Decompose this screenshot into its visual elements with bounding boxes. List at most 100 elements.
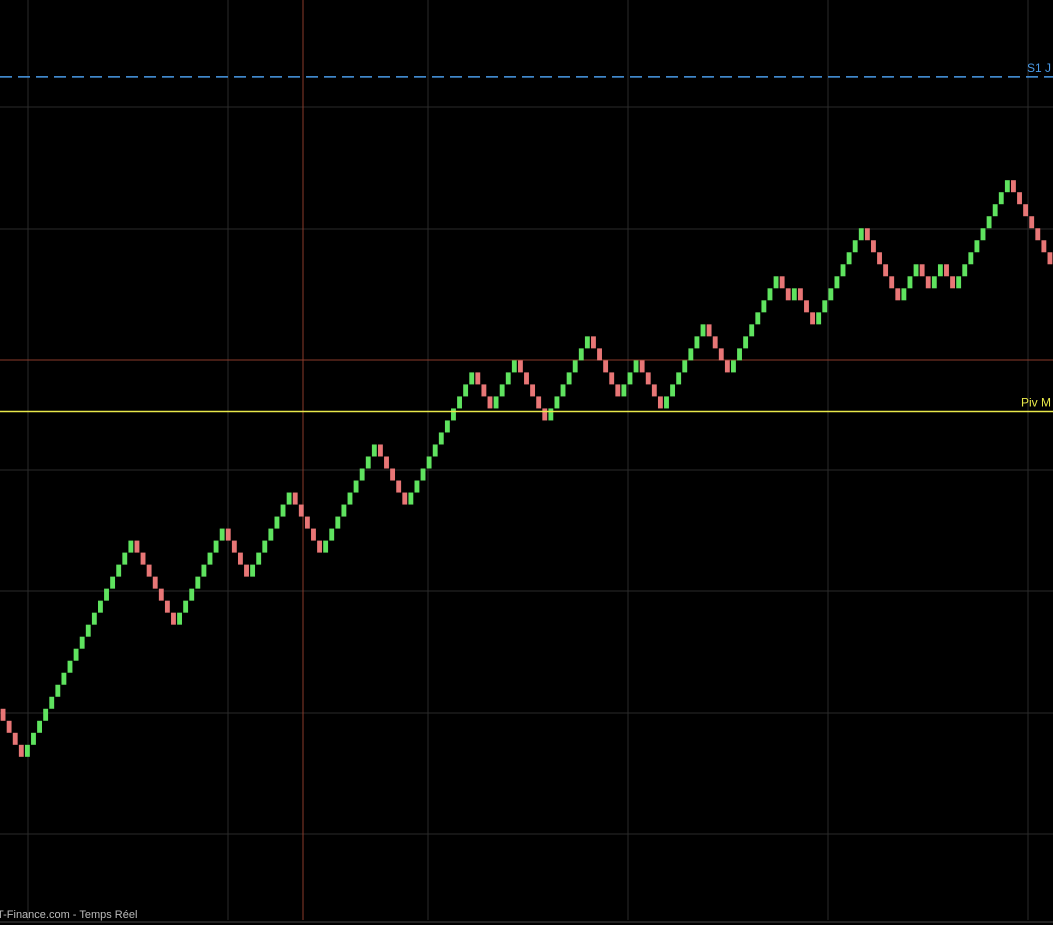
brick (846, 252, 852, 265)
brick (91, 612, 97, 625)
brick (962, 264, 968, 277)
brick (931, 276, 937, 289)
brick (323, 540, 329, 553)
brick (633, 360, 639, 373)
brick (548, 408, 554, 421)
brick (889, 276, 895, 289)
levels: S1 J Piv M (0, 61, 1053, 413)
brick (852, 240, 858, 253)
brick (901, 288, 907, 301)
brick (171, 612, 176, 625)
brick (414, 480, 420, 493)
brick (134, 540, 140, 553)
brick (840, 264, 846, 277)
brick (31, 732, 36, 745)
brick (426, 456, 432, 469)
brick (524, 372, 529, 385)
brick (1029, 216, 1035, 229)
brick (73, 648, 79, 661)
brick (864, 228, 870, 241)
brick (262, 540, 268, 553)
brick (244, 564, 249, 577)
brick (219, 528, 225, 541)
brick (907, 276, 913, 289)
brick (1011, 180, 1016, 193)
brick (986, 216, 992, 229)
brick (1041, 240, 1047, 253)
brick (6, 720, 12, 733)
brick (152, 576, 158, 589)
brick (688, 348, 694, 361)
brick (85, 624, 91, 637)
brick (712, 336, 718, 349)
brick (353, 480, 359, 493)
brick (950, 276, 956, 289)
brick (55, 684, 61, 697)
brick (816, 312, 822, 325)
brick (189, 588, 195, 601)
brick (298, 504, 304, 517)
brick (451, 408, 456, 421)
brick (341, 504, 347, 517)
brick (79, 636, 85, 649)
brick (773, 276, 779, 289)
brick (104, 588, 109, 601)
brick (749, 324, 755, 337)
brick (505, 372, 511, 385)
brick (1047, 252, 1053, 265)
brick (12, 732, 18, 745)
brick (682, 360, 688, 373)
brick (895, 288, 901, 301)
brick (974, 240, 980, 253)
brick (61, 672, 67, 685)
brick (584, 336, 590, 349)
brick (268, 528, 274, 541)
brick (408, 492, 414, 505)
brick (292, 492, 298, 505)
brick (432, 444, 438, 457)
brick (475, 372, 481, 385)
brick (706, 324, 712, 337)
brick (694, 336, 700, 349)
brick (377, 444, 383, 457)
brick (566, 372, 572, 385)
brick (402, 492, 408, 505)
brick (779, 276, 785, 289)
brick (420, 468, 426, 481)
level-label: S1 J (1027, 61, 1051, 75)
brick (554, 396, 560, 409)
brick (0, 708, 6, 721)
brick (560, 384, 566, 397)
brick (396, 480, 402, 493)
brick (347, 492, 353, 505)
brick (767, 288, 773, 301)
brick (913, 264, 919, 277)
brick (603, 360, 609, 373)
brick (578, 348, 584, 361)
brick (664, 396, 669, 409)
brick (651, 384, 657, 397)
brick (536, 396, 542, 409)
brick (359, 468, 365, 481)
brick (237, 552, 243, 565)
brick (737, 348, 742, 361)
brick (311, 528, 316, 541)
brick (499, 384, 505, 397)
brick (183, 600, 189, 613)
brick (43, 708, 49, 721)
brick (621, 384, 627, 397)
brick (992, 204, 998, 217)
brick (122, 552, 128, 565)
brick (469, 372, 475, 385)
brick (627, 372, 633, 385)
brick (743, 336, 749, 349)
brick (530, 384, 536, 397)
brick (761, 300, 767, 313)
brick (250, 564, 256, 577)
brick (49, 696, 55, 709)
brick (944, 264, 949, 277)
brick (718, 348, 724, 361)
brick (639, 360, 645, 373)
brick (676, 372, 682, 385)
